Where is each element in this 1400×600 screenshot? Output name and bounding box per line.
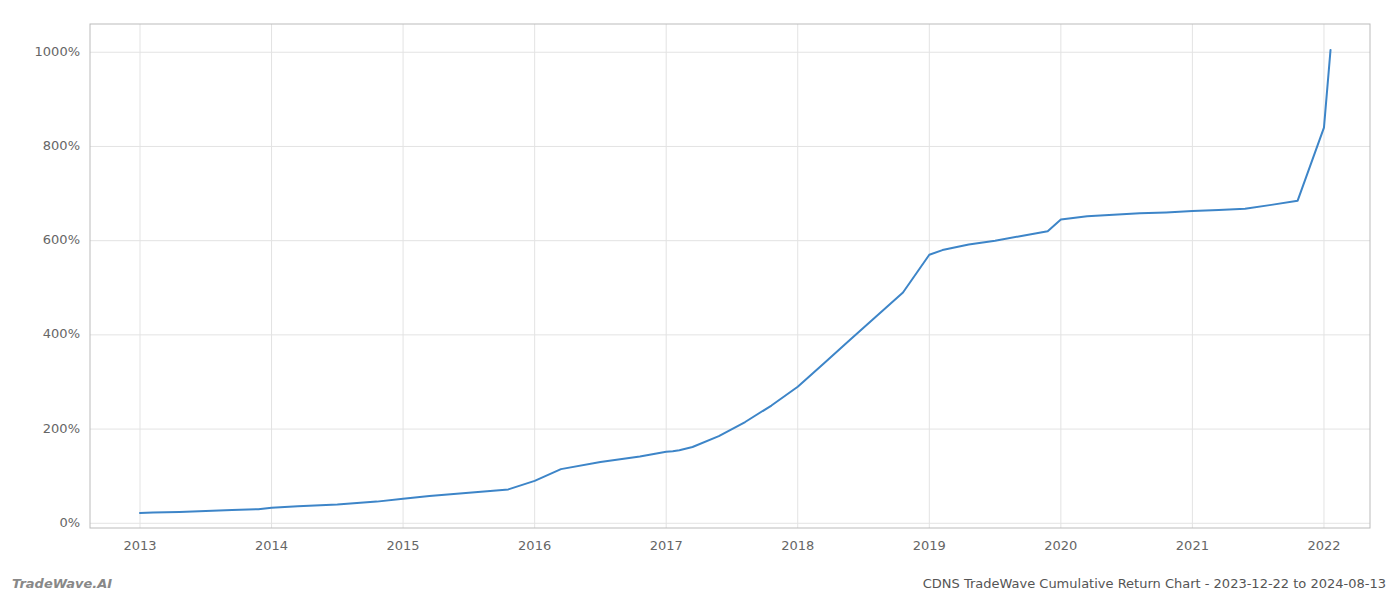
x-tick-label: 2017 xyxy=(650,538,683,553)
grid-line xyxy=(1192,24,1193,528)
grid-line xyxy=(90,523,1370,524)
grid-line xyxy=(1060,24,1061,528)
axes: 0% 200% 400% 600% 800% 1000% 2013 2014 2015 2016 2… xyxy=(35,44,1341,553)
background xyxy=(0,0,1400,600)
grid-line xyxy=(139,24,140,528)
grid-line xyxy=(90,52,1370,53)
grid-line xyxy=(797,24,798,528)
x-tick-label: 2018 xyxy=(781,538,814,553)
grid-line xyxy=(271,24,272,528)
x-tick-label: 2020 xyxy=(1044,538,1077,553)
grid-line xyxy=(534,24,535,528)
title: CDNS TradeWave Cumulative Return Chart -… xyxy=(923,576,1386,591)
x-tick-label: 2016 xyxy=(518,538,551,553)
y-tick-label: 600% xyxy=(43,232,80,247)
grid-line xyxy=(90,146,1370,147)
x-tick-label: 2013 xyxy=(123,538,156,553)
y-tick-label: 400% xyxy=(43,326,80,341)
y-tick-label: 0% xyxy=(59,515,80,530)
watermark: TradeWave.AI xyxy=(12,576,112,591)
grid xyxy=(90,24,1370,528)
grid-line xyxy=(90,240,1370,241)
x-tick-label: 2014 xyxy=(255,538,288,553)
x-tick-label: 2021 xyxy=(1176,538,1209,553)
y-tick-label: 200% xyxy=(43,421,80,436)
grid-line xyxy=(1323,24,1324,528)
y-tick-label: 1000% xyxy=(35,44,80,59)
line xyxy=(140,50,1331,513)
plot-frame xyxy=(90,24,1370,528)
x-tick-label: 2019 xyxy=(913,538,946,553)
grid-line xyxy=(90,334,1370,335)
y-tick-label: 800% xyxy=(43,138,80,153)
x-tick-label: 2022 xyxy=(1307,538,1340,553)
grid-line xyxy=(929,24,930,528)
plot-area xyxy=(140,50,1331,513)
grid-line xyxy=(403,24,404,528)
x-tick-label: 2015 xyxy=(387,538,420,553)
chart: 0% 200% 400% 600% 800% 1000% 2013 2014 2015 2016 2… xyxy=(0,0,1400,600)
